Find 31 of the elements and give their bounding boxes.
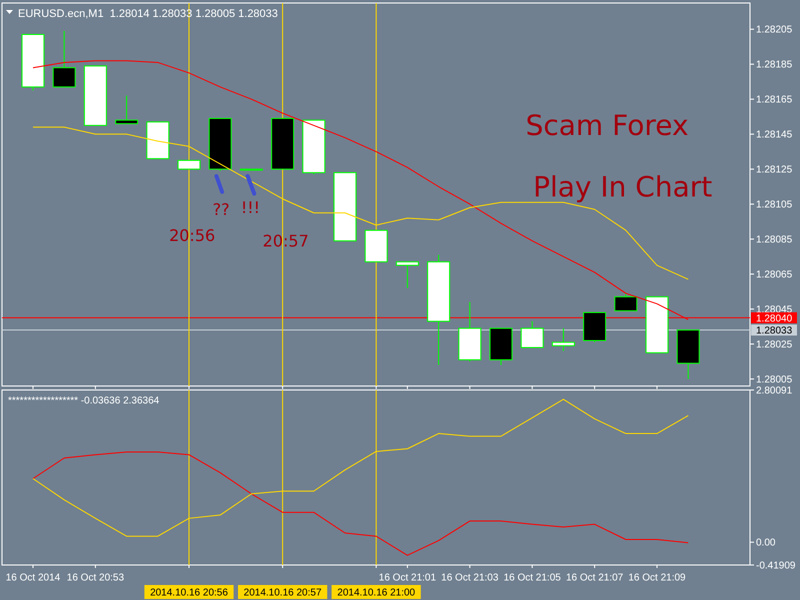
text: ****************** -0.03636 2.36364 [8, 396, 160, 406]
y-tick-label: 1.28065 [756, 270, 793, 281]
x-tick-label: 2014.10.16 20:56 [150, 588, 228, 598]
y-tick-label: 1.28205 [756, 24, 793, 36]
annotation: Scam Forex [526, 109, 689, 142]
annotation: Play In Chart [533, 170, 712, 204]
y-tick-label: 1.28025 [756, 340, 793, 351]
y-tick-label: 1.28105 [756, 200, 793, 211]
y-tick-label: 1.28185 [756, 60, 793, 71]
x-tick-label: 16 Oct 21:03 [441, 572, 499, 584]
y-tick-label: 1.28165 [756, 94, 793, 106]
y-tick-label: 1.28125 [756, 164, 793, 176]
annotation: ?? [212, 200, 230, 219]
x-tick-label: 16 Oct 20:53 [66, 572, 124, 584]
x-tick-label: 16 Oct 21:01 [378, 572, 436, 584]
ref-line-label: 1.28040 [756, 313, 793, 324]
y-tick-label: -0.41909 [756, 560, 796, 572]
x-tick-label: 2014.10.16 20:57 [244, 588, 322, 598]
y-tick-label: 0.00 [756, 538, 776, 549]
x-tick-label: 16 Oct 2014 [6, 572, 61, 584]
y-tick-label: 1.28145 [756, 130, 793, 141]
x-tick-label: 16 Oct 21:09 [628, 572, 686, 584]
y-tick-label: 2.80091 [756, 386, 793, 396]
x-tick-label: 16 Oct 21:05 [504, 572, 562, 584]
x-tick-label: 2014.10.16 21:00 [337, 588, 416, 598]
ref-line-label: 1.28033 [756, 326, 793, 337]
y-tick-label: 1.28045 [756, 304, 793, 316]
annotation: !!! [240, 198, 260, 218]
x-tick-label: 16 Oct 21:07 [566, 572, 624, 584]
y-tick-label: 1.28005 [756, 374, 793, 386]
y-tick-label: 1.28085 [756, 234, 793, 246]
